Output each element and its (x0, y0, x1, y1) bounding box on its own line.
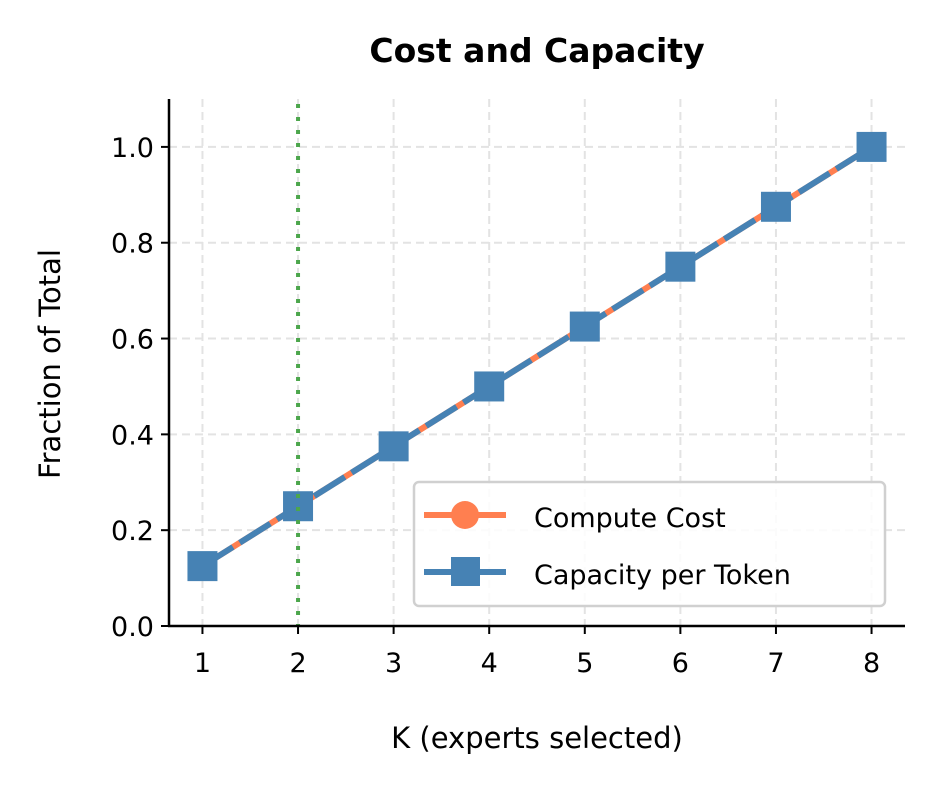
y-axis-label: Fraction of Total (33, 249, 67, 479)
y-tick-label: 0.4 (111, 420, 154, 451)
data-point-capacity-per-token (378, 431, 409, 462)
x-axis-label: K (experts selected) (391, 721, 683, 755)
x-tick-label: 7 (767, 648, 784, 679)
legend-frame (412, 480, 887, 608)
y-tick-label: 0.0 (111, 612, 154, 643)
data-point-capacity-per-token (856, 131, 887, 162)
x-tick-label: 1 (194, 648, 211, 679)
ticks: 1 2 3 4 5 6 7 8 0.0 0.2 0.4 0.6 0.8 1.0 (111, 133, 880, 679)
data-point-capacity-per-token (187, 551, 218, 582)
y-tick-label: 0.2 (111, 516, 154, 547)
legend-label-compute-cost: Compute Cost (534, 503, 726, 534)
axes (167, 99, 905, 628)
y-tick-label: 0.6 (111, 325, 154, 356)
legend-marker-square (451, 557, 480, 586)
data-point-capacity-per-token (474, 371, 505, 402)
y-tick-label: 1.0 (111, 133, 154, 164)
series-layer (187, 131, 887, 582)
legend-marker-circle (451, 501, 479, 529)
x-tick-label: 4 (481, 648, 498, 679)
x-tick-label: 8 (863, 648, 880, 679)
chart-title: Cost and Capacity (369, 31, 704, 70)
data-point-capacity-per-token (665, 251, 696, 282)
x-tick-label: 2 (289, 648, 306, 679)
legend: Compute Cost Capacity per Token (412, 480, 887, 608)
legend-label-capacity-per-token: Capacity per Token (534, 560, 791, 591)
x-tick-label: 3 (385, 648, 402, 679)
data-point-capacity-per-token (569, 311, 600, 342)
x-tick-label: 5 (576, 648, 593, 679)
x-tick-label: 6 (672, 648, 689, 679)
series-line (200, 144, 874, 569)
data-point-capacity-per-token (760, 191, 791, 222)
y-tick-label: 0.8 (111, 229, 154, 260)
